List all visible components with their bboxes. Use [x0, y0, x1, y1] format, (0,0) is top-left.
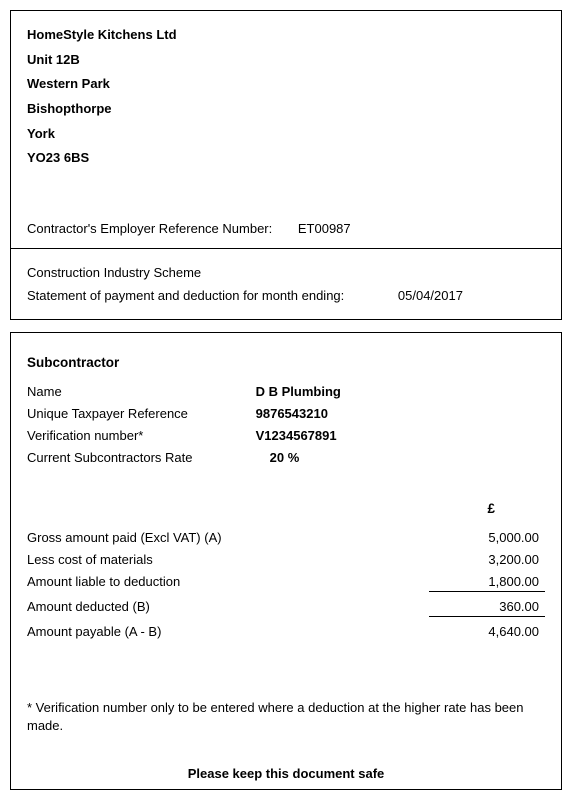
- address-postcode: YO23 6BS: [27, 146, 545, 171]
- deducted-value: 360.00: [429, 599, 545, 617]
- utr-row: Unique Taxpayer Reference 9876543210: [27, 406, 545, 421]
- verification-value: V1234567891: [256, 428, 337, 443]
- name-label: Name: [27, 384, 252, 399]
- liable-label: Amount liable to deduction: [27, 574, 429, 589]
- statement-row: Statement of payment and deduction for m…: [27, 288, 545, 303]
- address-city: York: [27, 122, 545, 147]
- deducted-row: Amount deducted (B) 360.00: [27, 599, 545, 617]
- verification-label: Verification number*: [27, 428, 252, 443]
- verification-footnote: * Verification number only to be entered…: [27, 699, 545, 735]
- scheme-section: Construction Industry Scheme Statement o…: [10, 248, 562, 320]
- rate-row: Current Subcontractors Rate 20 %: [27, 450, 545, 465]
- ern-row: Contractor's Employer Reference Number: …: [27, 221, 545, 236]
- company-name: HomeStyle Kitchens Ltd: [27, 23, 545, 48]
- rate-value: 20 %: [270, 450, 300, 465]
- scheme-title: Construction Industry Scheme: [27, 265, 545, 280]
- name-row: Name D B Plumbing: [27, 384, 545, 399]
- rate-label: Current Subcontractors Rate: [27, 450, 252, 465]
- statement-label: Statement of payment and deduction for m…: [27, 288, 344, 303]
- liable-row: Amount liable to deduction 1,800.00: [27, 574, 545, 592]
- ern-value: ET00987: [298, 221, 351, 236]
- materials-label: Less cost of materials: [27, 552, 429, 567]
- header-section: HomeStyle Kitchens Ltd Unit 12B Western …: [10, 10, 562, 249]
- details-section: Subcontractor Name D B Plumbing Unique T…: [10, 332, 562, 789]
- cis-statement: HomeStyle Kitchens Ltd Unit 12B Western …: [0, 10, 572, 793]
- payable-label: Amount payable (A - B): [27, 624, 429, 639]
- month-ending: 05/04/2017: [398, 288, 463, 303]
- payable-row: Amount payable (A - B) 4,640.00: [27, 624, 545, 639]
- verification-row: Verification number* V1234567891: [27, 428, 545, 443]
- utr-label: Unique Taxpayer Reference: [27, 406, 252, 421]
- company-address: HomeStyle Kitchens Ltd Unit 12B Western …: [27, 23, 545, 171]
- ern-label: Contractor's Employer Reference Number:: [27, 221, 272, 236]
- liable-value: 1,800.00: [429, 574, 545, 592]
- materials-value: 3,200.00: [429, 552, 545, 567]
- gross-label: Gross amount paid (Excl VAT) (A): [27, 530, 429, 545]
- keep-safe-footer: Please keep this document safe: [27, 766, 545, 781]
- payable-value: 4,640.00: [429, 624, 545, 639]
- currency-header: £: [27, 501, 545, 516]
- address-line-1: Unit 12B: [27, 48, 545, 73]
- subcontractor-heading: Subcontractor: [27, 355, 545, 370]
- gross-value: 5,000.00: [429, 530, 545, 545]
- address-line-3: Bishopthorpe: [27, 97, 545, 122]
- utr-value: 9876543210: [256, 406, 328, 421]
- gross-row: Gross amount paid (Excl VAT) (A) 5,000.0…: [27, 530, 545, 545]
- materials-row: Less cost of materials 3,200.00: [27, 552, 545, 567]
- name-value: D B Plumbing: [256, 384, 341, 399]
- deducted-label: Amount deducted (B): [27, 599, 429, 614]
- address-line-2: Western Park: [27, 72, 545, 97]
